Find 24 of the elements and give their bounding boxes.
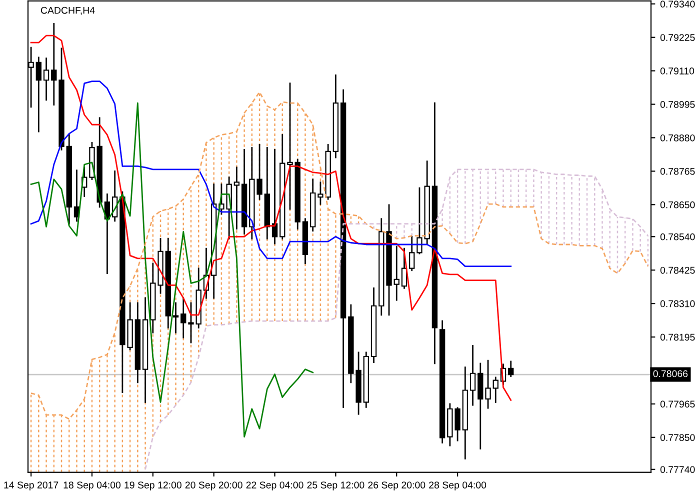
x-tick-label: 22 Sep 04:00 [246,482,304,490]
x-tick-label: 14 Sep 2017 [4,482,58,490]
y-tick-label: 0.78650 [660,201,695,208]
x-tick-label: 25 Sep 12:00 [307,482,364,490]
x-tick-label: 18 Sep 04:00 [64,482,121,490]
y-tick-label: 0.77740 [660,466,695,474]
x-tick-label: 19 Sep 12:00 [124,482,182,490]
y-tick-label: 0.79225 [660,34,695,41]
y-tick-label: 0.78425 [660,266,695,274]
y-tick-label: 0.78310 [660,300,695,308]
x-tick-label: 20 Sep 20:00 [185,482,242,490]
y-tick-label: 0.78765 [660,168,695,175]
y-tick-label: 0.78195 [660,334,695,341]
x-tick-label: 28 Sep 04:00 [429,482,486,490]
y-tick-label: 0.78540 [660,233,695,240]
y-tick-label: 0.77850 [660,434,695,441]
y-tick-label: 0.78880 [660,134,695,142]
y-tick-label: 0.79110 [660,68,694,74]
y-tick-label: 0.77965 [660,400,695,408]
x-tick-label: 26 Sep 20:00 [368,482,426,490]
text: CADCHF,H4 [40,6,95,15]
y-tick-label: 0.79340 [660,0,695,8]
y-tick-label: 0.78995 [660,101,695,108]
ref-line-label: 0.78066 [653,370,688,378]
